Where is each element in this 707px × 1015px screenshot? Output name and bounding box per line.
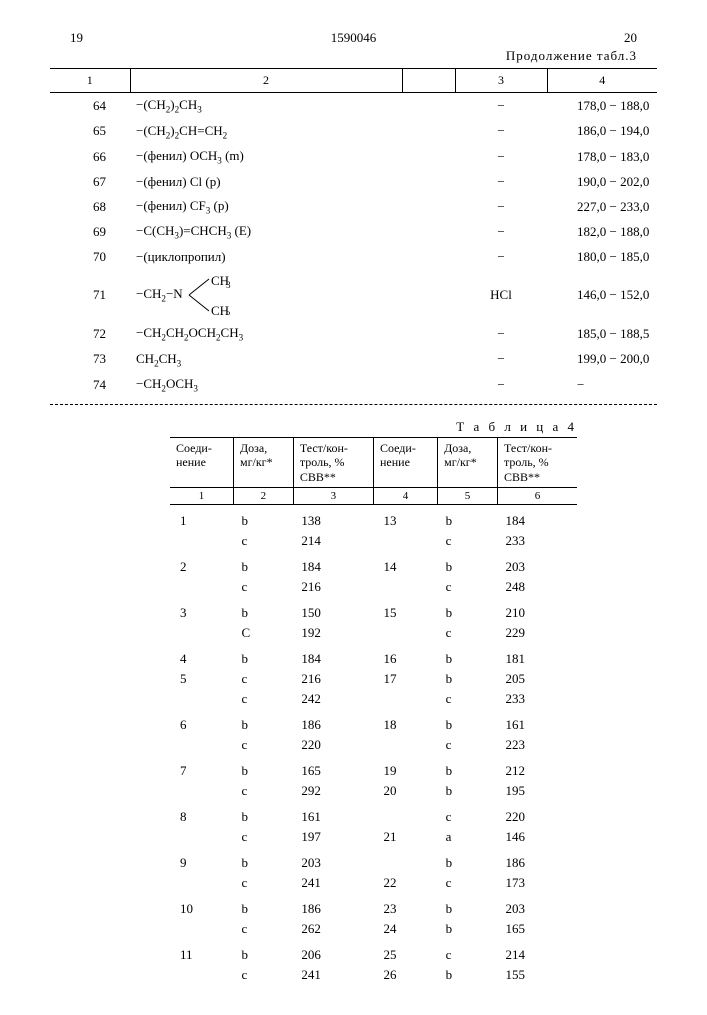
t4-h5: Доза,мг/кг* bbox=[438, 437, 498, 487]
table-row: 71−CH2−NCH3CH3HCl146,0 − 152,0 bbox=[50, 269, 657, 321]
t4-h2: Доза,мг/кг* bbox=[233, 437, 293, 487]
svg-text:3: 3 bbox=[226, 280, 231, 290]
table-row: 68−(фенил) CF3 (p)−227,0 − 233,0 bbox=[50, 194, 657, 220]
table-row: c220c223 bbox=[170, 735, 577, 755]
t3-col-1: 1 bbox=[50, 69, 130, 93]
table-row: 74−CH2OCH3−− bbox=[50, 372, 657, 398]
table-4-numrow: 1 2 3 4 5 6 bbox=[170, 487, 577, 504]
table-row: 65−(CH2)2CH=CH2−186,0 − 194,0 bbox=[50, 119, 657, 145]
table-row: 5c21617b205 bbox=[170, 669, 577, 689]
table-row: 66−(фенил) OCH3 (m)−178,0 − 183,0 bbox=[50, 144, 657, 170]
t4-h4: Соеди-нение bbox=[373, 437, 437, 487]
svg-text:3: 3 bbox=[226, 310, 231, 315]
table-row: 1b13813b184 bbox=[170, 504, 577, 531]
table-row: c214c233 bbox=[170, 531, 577, 551]
t3-col-3: 3 bbox=[455, 69, 547, 93]
table-row: 4b18416b181 bbox=[170, 643, 577, 669]
table-row: 2b18414b203 bbox=[170, 551, 577, 577]
table-row: 70−(циклопропил)−180,0 − 185,0 bbox=[50, 245, 657, 269]
page-center: 1590046 bbox=[331, 30, 377, 46]
continuation-label: Продолжение табл.3 bbox=[50, 48, 637, 64]
table-row: c29220b195 bbox=[170, 781, 577, 801]
t4-h1: Соеди-нение bbox=[170, 437, 233, 487]
t4-h3: Тест/кон-троль, %СВВ** bbox=[293, 437, 373, 487]
table-row: c216c248 bbox=[170, 577, 577, 597]
table-row: 11b20625c214 bbox=[170, 939, 577, 965]
table-row: c26224b165 bbox=[170, 919, 577, 939]
page-right: 20 bbox=[624, 30, 637, 46]
table-3-headrow: 1 2 3 4 bbox=[50, 69, 657, 93]
page-left: 19 bbox=[70, 30, 83, 46]
table-row: 7b16519b212 bbox=[170, 755, 577, 781]
table-row: 9b203b186 bbox=[170, 847, 577, 873]
table-row: 72−CH2CH2OCH2CH3−185,0 − 188,5 bbox=[50, 321, 657, 347]
table-row: 69−C(CH3)=CHCH3 (E)−182,0 − 188,0 bbox=[50, 219, 657, 245]
page-header: 19 1590046 20 bbox=[70, 30, 637, 46]
table-row: 67−(фенил) Cl (p)−190,0 − 202,0 bbox=[50, 170, 657, 194]
t4-h6: Тест/кон-троль, %СВВ** bbox=[497, 437, 577, 487]
table-4-label: Т а б л и ц а 4 bbox=[50, 419, 577, 435]
table-row: C192c229 bbox=[170, 623, 577, 643]
table-row: 73CH2CH3−199,0 − 200,0 bbox=[50, 347, 657, 373]
table-3: 1 2 3 4 64−(CH2)2CH3−178,0 − 188,065−(CH… bbox=[50, 68, 657, 398]
table-row: 10b18623b203 bbox=[170, 893, 577, 919]
table-4: Соеди-нение Доза,мг/кг* Тест/кон-троль, … bbox=[170, 437, 577, 985]
table-row: 64−(CH2)2CH3−178,0 − 188,0 bbox=[50, 93, 657, 119]
t3-col-2: 2 bbox=[130, 69, 402, 93]
table-row: c242c233 bbox=[170, 689, 577, 709]
table-row: c24122c173 bbox=[170, 873, 577, 893]
table-row: c24126b155 bbox=[170, 965, 577, 985]
table-row: 3b15015b210 bbox=[170, 597, 577, 623]
table-row: 6b18618b161 bbox=[170, 709, 577, 735]
table-row: 8b161c220 bbox=[170, 801, 577, 827]
table-row: c19721a146 bbox=[170, 827, 577, 847]
table-3-end-rule bbox=[50, 404, 657, 405]
table-4-headrow: Соеди-нение Доза,мг/кг* Тест/кон-троль, … bbox=[170, 437, 577, 487]
t3-col-4: 4 bbox=[547, 69, 657, 93]
